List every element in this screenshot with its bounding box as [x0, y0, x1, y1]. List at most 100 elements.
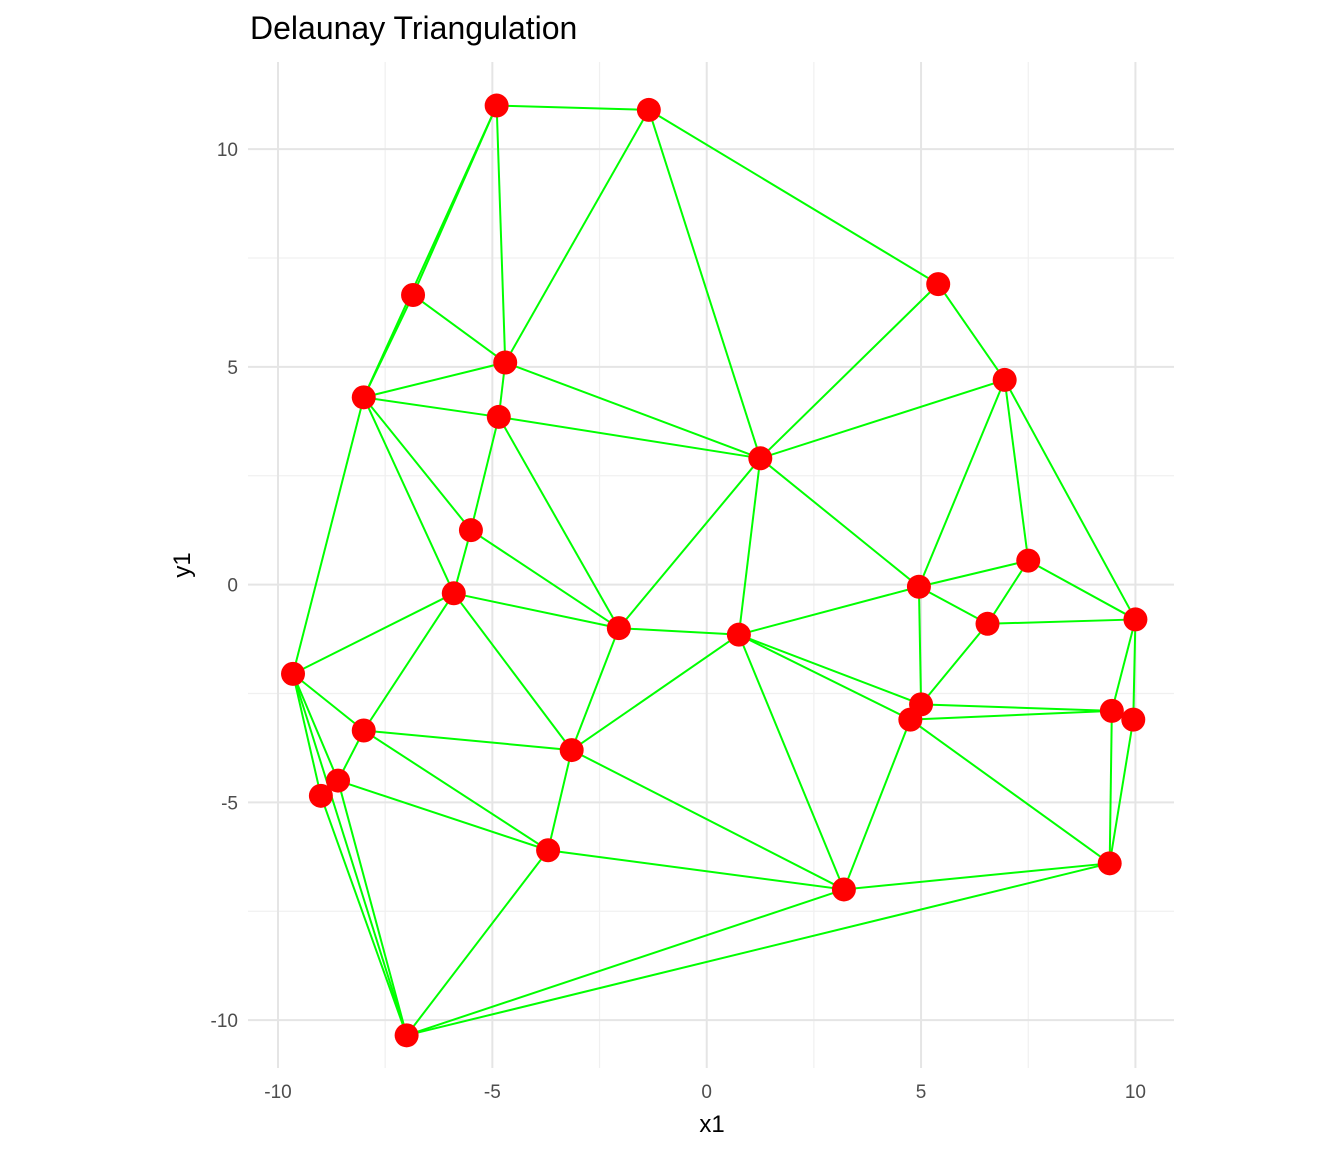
data-points [281, 93, 1148, 1048]
triangulation-edge [1003, 379, 1137, 620]
triangulation-edge [737, 458, 762, 635]
data-point [536, 838, 561, 863]
triangulation-edge [547, 849, 845, 891]
triangulation-edge [469, 416, 500, 531]
triangulation-edge [759, 283, 939, 460]
data-point [606, 616, 631, 641]
triangulation-edge [1108, 719, 1135, 864]
y-tick-label: -10 [211, 1011, 238, 1032]
data-point [1099, 698, 1124, 723]
triangulation-edge [618, 627, 739, 636]
triangulation-edge [647, 109, 762, 459]
triangulation-edge [1027, 559, 1136, 621]
triangulation-edge [917, 586, 923, 705]
data-point [281, 661, 306, 686]
data-point [351, 718, 376, 743]
x-tick-label: 0 [701, 1082, 712, 1103]
triangulation-edge [452, 592, 573, 751]
triangulation-edge [937, 283, 1006, 381]
data-point [1097, 851, 1122, 876]
triangulation-edge [504, 109, 650, 363]
x-tick-label: -5 [484, 1082, 501, 1103]
triangulation-edge [986, 560, 1030, 625]
triangulation-edge [918, 585, 988, 625]
triangulation-edge [495, 105, 507, 363]
triangulation-edge [337, 780, 408, 1036]
data-point [748, 446, 773, 471]
triangulation-edge [337, 779, 549, 852]
data-point [726, 622, 751, 647]
data-point [1123, 607, 1148, 632]
triangulation-edge [842, 719, 912, 890]
triangulation-edge [918, 559, 1029, 588]
x-axis-label: x1 [699, 1111, 724, 1138]
triangulation-edge [843, 862, 1110, 891]
x-tick-label: 10 [1125, 1082, 1146, 1103]
triangulation-edge [648, 109, 939, 285]
triangulation-edge [504, 361, 761, 460]
data-point [636, 97, 661, 122]
triangulation-edge [362, 105, 498, 398]
triangulation-edge [363, 729, 549, 852]
data-point [394, 1023, 419, 1048]
data-point [898, 707, 923, 732]
triangulation-edge [406, 862, 1110, 1037]
tick-labels: -10 -5 0 5 10 -10 -5 0 5 10 [211, 140, 1146, 1103]
data-point [484, 93, 509, 118]
triangulation-edge [292, 673, 408, 1036]
triangulation-edge [547, 749, 573, 851]
triangulation-edge [759, 378, 1005, 460]
y-tick-label: -5 [221, 793, 238, 814]
triangulation-edges [292, 104, 1137, 1037]
data-point [401, 282, 426, 307]
triangulation-edge [363, 729, 572, 752]
triangulation-edge [759, 457, 920, 588]
triangulation-edge [1003, 379, 1030, 561]
triangulation-edge [292, 673, 365, 732]
y-tick-label: 0 [227, 576, 238, 597]
triangulation-edge [571, 633, 740, 751]
data-point [975, 611, 1000, 636]
triangulation-edge [917, 379, 1006, 588]
chart-title: Delaunay Triangulation [250, 10, 577, 46]
triangulation-edge [453, 592, 620, 630]
triangulation-edge [363, 396, 499, 418]
triangulation-edge [470, 529, 620, 629]
triangulation-edge [618, 457, 762, 629]
triangulation-edge [406, 888, 845, 1037]
data-point [831, 877, 856, 902]
triangulation-edge [910, 709, 1112, 721]
triangulation-edge [737, 634, 845, 890]
triangulation-edge [412, 294, 506, 364]
triangulation-edge [909, 718, 1111, 865]
triangulation-edge [987, 618, 1136, 625]
triangulation-edge [362, 592, 455, 732]
data-point [559, 738, 584, 763]
triangulation-edge [570, 627, 620, 751]
triangulation-edge [292, 673, 322, 797]
triangulation-edge [405, 849, 549, 1036]
y-tick-label: 10 [217, 140, 238, 161]
triangulation-edge [292, 397, 365, 675]
triangulation-edge [363, 361, 506, 399]
triangulation-edge [292, 592, 455, 675]
data-point [351, 385, 376, 410]
triangulation-edge [1108, 710, 1113, 864]
y-tick-label: 5 [227, 358, 238, 379]
triangulation-edge [738, 585, 920, 636]
triangulation-edge [362, 396, 455, 594]
triangulation-edge [292, 673, 339, 781]
triangulation-edge [571, 749, 845, 891]
data-point [486, 404, 511, 429]
grid-lines [248, 62, 1174, 1068]
x-tick-label: -10 [264, 1082, 291, 1103]
data-point [441, 581, 466, 606]
triangulation-edge [362, 294, 414, 398]
triangulation-edge [1132, 619, 1137, 720]
data-point [458, 518, 483, 543]
data-point [992, 367, 1017, 392]
triangulation-edge [497, 416, 620, 629]
data-point [906, 574, 931, 599]
triangulation-edge [496, 104, 649, 111]
